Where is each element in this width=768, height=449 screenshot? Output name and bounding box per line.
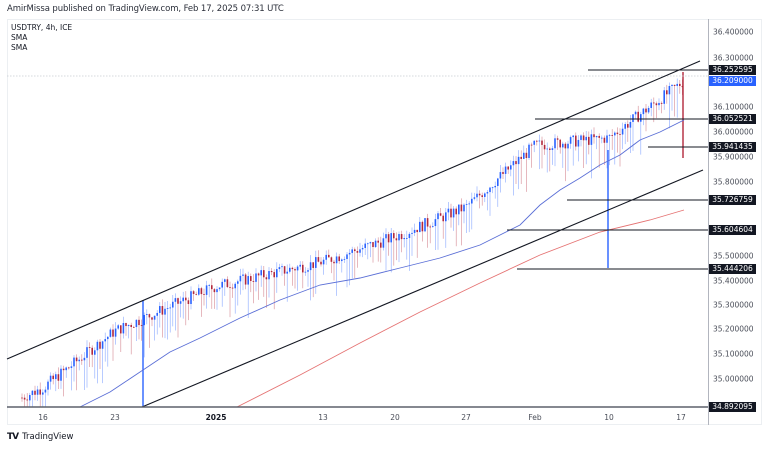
price-tick: 36.300000 (713, 53, 754, 63)
price-badge-level: 35.726759 (709, 195, 756, 205)
price-badge-level: 35.444206 (709, 264, 756, 274)
sma-slow-line (236, 209, 685, 408)
time-tick: 16 (38, 413, 48, 422)
time-tick: 13 (318, 413, 328, 422)
channel-lower-trendline[interactable] (141, 169, 704, 408)
price-tick: 36.100000 (713, 102, 754, 112)
time-tick: Feb (528, 413, 542, 422)
publication-info: AmirMissa published on TradingView.com, … (7, 4, 284, 14)
candlestick-series (21, 72, 684, 407)
price-axis-border (708, 19, 709, 425)
price-tick: 36.000000 (713, 127, 754, 137)
price-badge-level: 36.252595 (709, 65, 756, 75)
price-badge-level: 35.941435 (709, 142, 756, 152)
chart-legend: USDTRY, 4h, ICE SMA SMA (11, 23, 72, 53)
channel-upper-trendline[interactable] (6, 60, 701, 360)
price-badge-level: 34.892095 (709, 402, 756, 412)
tradingview-logo-text: TradingView (22, 432, 74, 442)
time-tick: 27 (461, 413, 471, 422)
time-tick: 23 (110, 413, 120, 422)
price-tick: 35.500000 (713, 251, 754, 261)
price-badge-level: 36.052521 (709, 114, 756, 124)
time-tick: 20 (390, 413, 400, 422)
price-tick: 36.400000 (713, 27, 754, 37)
legend-sma-1[interactable]: SMA (11, 33, 28, 42)
price-tick: 35.900000 (713, 152, 754, 162)
price-tick: 35.400000 (713, 276, 754, 286)
tradingview-logo-icon: TV (7, 432, 19, 442)
price-tick: 35.300000 (713, 300, 754, 310)
legend-sma-2[interactable]: SMA (11, 43, 28, 52)
time-tick-year: 2025 (205, 413, 227, 422)
time-tick: 10 (604, 413, 614, 422)
price-badge-level: 35.604604 (709, 225, 756, 235)
price-tick: 35.800000 (713, 177, 754, 187)
price-tick: 35.200000 (713, 324, 754, 334)
price-badge-current: 36.209000 (709, 76, 756, 86)
chart-frame (7, 19, 762, 425)
time-tick: 17 (676, 413, 686, 422)
sma-fast-line (79, 119, 685, 408)
legend-symbol[interactable]: USDTRY, 4h, ICE (11, 23, 73, 32)
price-tick: 35.000000 (713, 374, 754, 384)
price-tick: 35.100000 (713, 349, 754, 359)
tradingview-logo[interactable]: TV TradingView (7, 432, 73, 442)
